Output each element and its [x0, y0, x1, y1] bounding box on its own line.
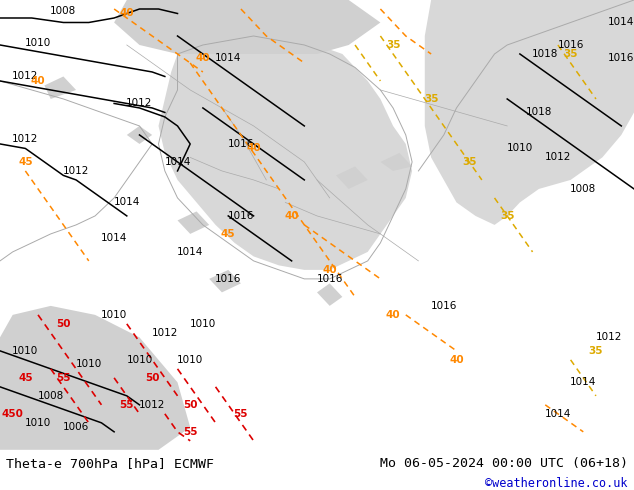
Text: 35: 35 [589, 346, 603, 356]
Text: 1010: 1010 [25, 38, 51, 48]
Text: 1014: 1014 [570, 377, 597, 388]
Text: 1016: 1016 [430, 301, 457, 311]
Text: 1014: 1014 [113, 197, 140, 207]
Text: 40: 40 [284, 211, 299, 221]
Text: 35: 35 [500, 211, 514, 221]
Text: 1012: 1012 [63, 166, 89, 176]
Text: 1012: 1012 [545, 152, 571, 163]
Text: 1010: 1010 [177, 355, 204, 365]
Text: 1014: 1014 [545, 409, 571, 419]
Text: 1010: 1010 [12, 346, 39, 356]
Text: 1008: 1008 [570, 184, 597, 194]
Text: 1016: 1016 [316, 274, 343, 284]
Text: 1018: 1018 [532, 49, 559, 59]
Text: 1010: 1010 [126, 355, 153, 365]
Text: 450: 450 [2, 409, 23, 419]
Polygon shape [178, 211, 209, 234]
Text: Mo 06-05-2024 00:00 UTC (06+18): Mo 06-05-2024 00:00 UTC (06+18) [380, 457, 628, 470]
Text: 1014: 1014 [608, 18, 634, 27]
Text: 40: 40 [195, 53, 210, 64]
Text: 1016: 1016 [228, 211, 254, 221]
Text: 1014: 1014 [177, 247, 204, 257]
Text: 45: 45 [18, 157, 33, 167]
Text: 1016: 1016 [215, 274, 242, 284]
Text: 45: 45 [18, 373, 33, 383]
Text: 1008: 1008 [50, 6, 77, 16]
Text: 1014: 1014 [101, 233, 127, 244]
Text: 1014: 1014 [215, 53, 242, 64]
Text: 40: 40 [322, 265, 337, 275]
Text: 1014: 1014 [164, 157, 191, 167]
Text: 1016: 1016 [557, 40, 584, 50]
Text: 1016: 1016 [608, 53, 634, 64]
Text: 1012: 1012 [152, 328, 178, 338]
Text: 1012: 1012 [126, 98, 153, 108]
Text: 1010: 1010 [101, 310, 127, 320]
Polygon shape [127, 126, 152, 144]
Text: ©weatheronline.co.uk: ©weatheronline.co.uk [485, 477, 628, 490]
Text: Theta-e 700hPa [hPa] ECMWF: Theta-e 700hPa [hPa] ECMWF [6, 457, 214, 470]
Text: 1016: 1016 [228, 139, 254, 149]
Text: 1010: 1010 [190, 319, 216, 329]
Text: 55: 55 [56, 373, 70, 383]
Text: 35: 35 [386, 40, 400, 50]
Text: 55: 55 [234, 409, 248, 419]
Text: 50: 50 [56, 319, 70, 329]
Text: 1012: 1012 [12, 134, 39, 145]
Text: 55: 55 [183, 427, 197, 437]
Text: 50: 50 [145, 373, 159, 383]
Text: 40: 40 [449, 355, 464, 365]
Text: 35: 35 [564, 49, 578, 59]
Polygon shape [0, 306, 190, 450]
Text: 1010: 1010 [25, 418, 51, 428]
Polygon shape [158, 36, 412, 270]
Text: 1006: 1006 [63, 422, 89, 432]
Text: 35: 35 [462, 157, 476, 167]
Polygon shape [114, 0, 380, 54]
Polygon shape [380, 153, 412, 171]
Text: 50: 50 [183, 400, 197, 410]
Text: 1012: 1012 [595, 332, 622, 343]
Polygon shape [209, 270, 241, 293]
Text: 40: 40 [119, 8, 134, 19]
Text: 40: 40 [385, 310, 401, 320]
Text: 1008: 1008 [37, 391, 64, 401]
Text: 1010: 1010 [75, 359, 102, 369]
Text: 45: 45 [221, 229, 236, 239]
Polygon shape [336, 167, 368, 189]
Polygon shape [44, 76, 76, 99]
Text: 40: 40 [246, 144, 261, 153]
Text: 55: 55 [120, 400, 134, 410]
Text: 40: 40 [30, 76, 46, 86]
Text: 1018: 1018 [526, 107, 552, 118]
Text: 1012: 1012 [139, 400, 165, 410]
Polygon shape [425, 0, 634, 225]
Polygon shape [317, 283, 342, 306]
Text: 35: 35 [424, 94, 438, 104]
Text: 1012: 1012 [12, 72, 39, 81]
Text: 1010: 1010 [507, 144, 533, 153]
